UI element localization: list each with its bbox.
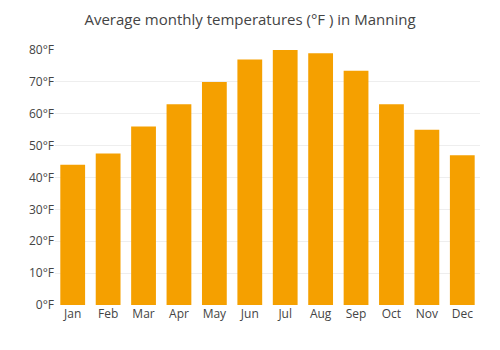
svg-text:Jul: Jul	[277, 305, 292, 322]
svg-text:40°F: 40°F	[29, 169, 54, 186]
svg-text:Apr: Apr	[169, 305, 189, 322]
svg-text:20°F: 20°F	[29, 232, 54, 249]
svg-text:Feb: Feb	[98, 305, 118, 322]
svg-text:Mar: Mar	[132, 305, 154, 322]
svg-text:0°F: 0°F	[36, 296, 54, 313]
svg-text:Nov: Nov	[416, 305, 438, 322]
svg-text:70°F: 70°F	[29, 73, 54, 90]
svg-text:Aug: Aug	[310, 305, 332, 322]
svg-text:80°F: 80°F	[29, 41, 54, 58]
svg-text:60°F: 60°F	[29, 105, 54, 122]
svg-text:Oct: Oct	[382, 305, 401, 322]
svg-text:May: May	[203, 305, 227, 322]
svg-text:Dec: Dec	[452, 305, 473, 322]
svg-text:Jan: Jan	[63, 305, 81, 322]
svg-text:Average monthly temperatures (: Average monthly temperatures (°F ) in Ma…	[84, 9, 415, 29]
svg-text:30°F: 30°F	[29, 201, 54, 218]
svg-text:Sep: Sep	[346, 305, 367, 322]
svg-text:Jun: Jun	[240, 305, 259, 322]
svg-text:10°F: 10°F	[29, 264, 54, 281]
svg-text:50°F: 50°F	[29, 137, 54, 154]
